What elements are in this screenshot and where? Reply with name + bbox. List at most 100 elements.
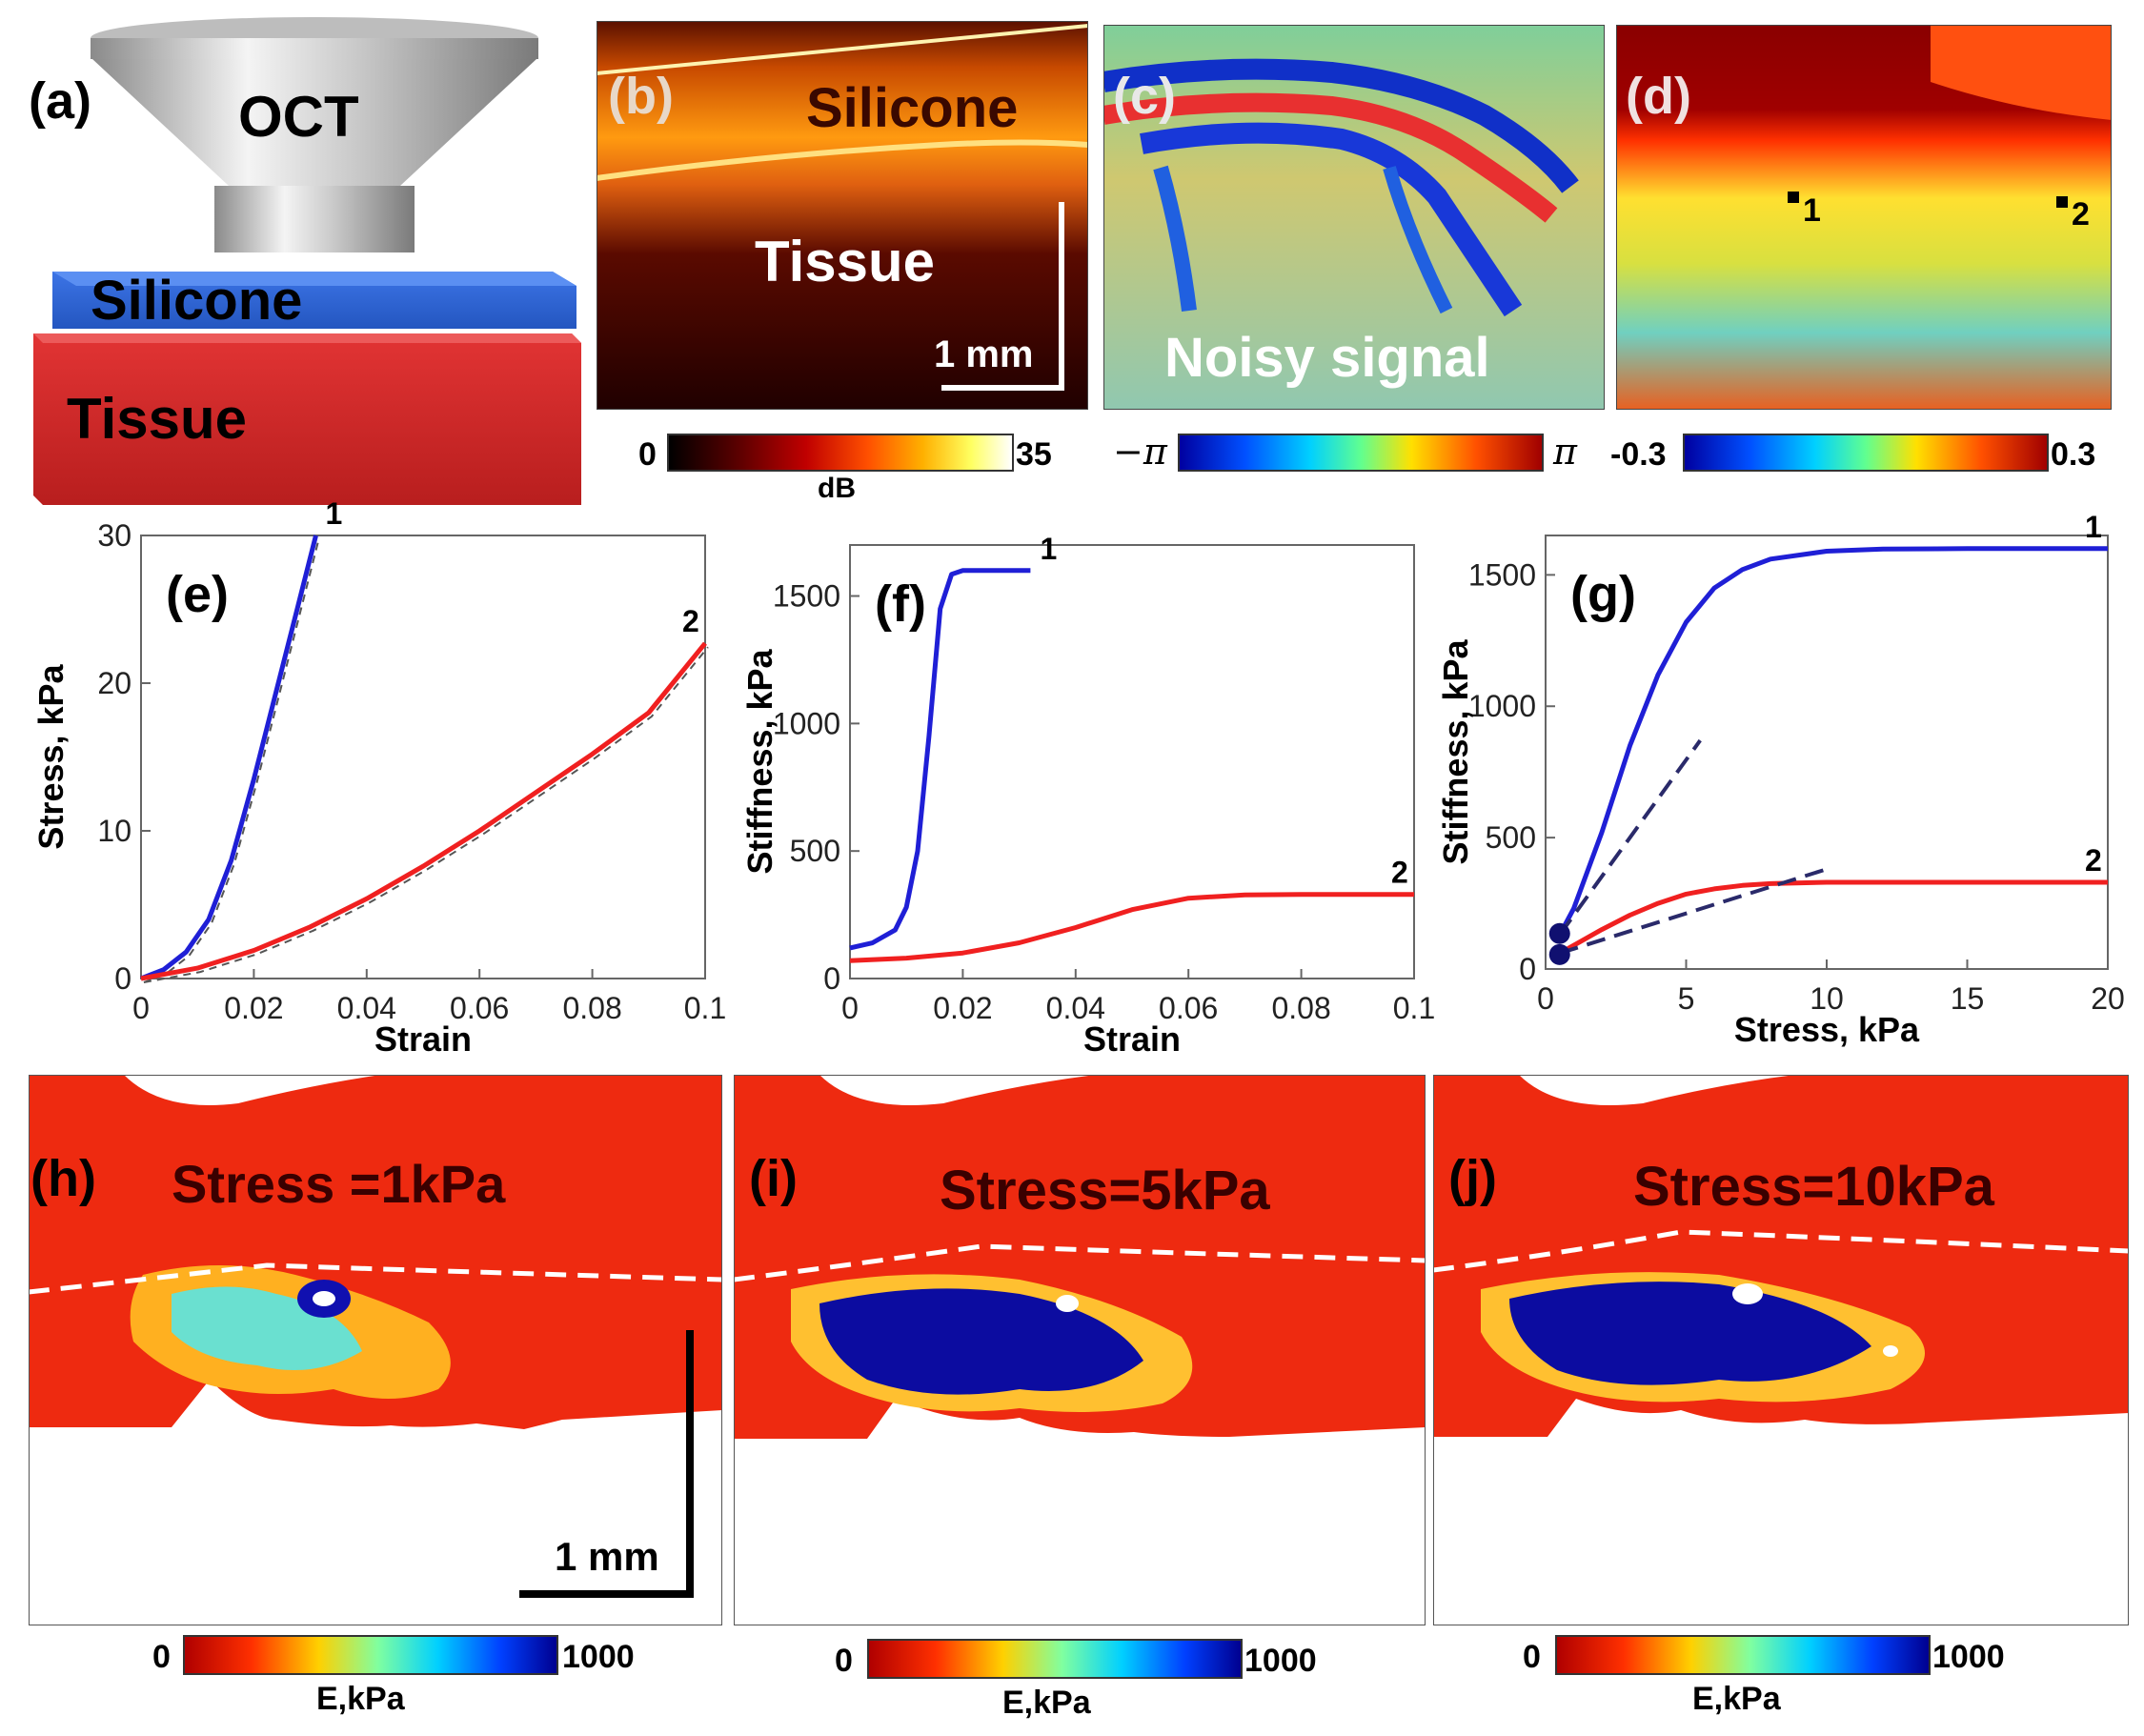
colorbar-d-max: 0.3 [2051,436,2096,473]
silicone-label: Silicone [91,270,303,332]
colorbar-b-min: 0 [638,436,657,473]
x-tick-label: 0.1 [684,991,726,1025]
oct-structural-image [597,21,1088,410]
y-tick-label: 10 [97,814,131,848]
y-tick-label: 1500 [1468,557,1536,592]
tangent-line-2 [1559,867,1828,956]
panel-letter-e: (e) [166,566,229,623]
panel-b-letter: (b) [608,68,674,125]
stiffness-map-i [734,1075,1426,1625]
stress-label-i: Stress=5kPa [940,1160,1270,1221]
x-tick-label: 0 [132,991,150,1025]
panel-c-letter: (c) [1113,68,1176,125]
y-tick-label: 1500 [773,579,840,614]
data-point [1548,922,1570,944]
point-1-label: 1 [1803,192,1821,229]
panel-h: (h) Stress =1kPa 1 mm [29,1075,722,1625]
x-tick-label: 5 [1678,981,1695,1016]
colorbar-d [1683,434,2049,472]
colorbar-h-unit: E,kPa [316,1681,405,1717]
series-line-1 [849,568,1031,951]
point-2-label: 2 [2072,196,2090,232]
x-tick-label: 20 [2091,981,2125,1016]
stiffness-map-j [1433,1075,2129,1625]
colorbar-c-max: π [1553,431,1577,473]
panel-j: (j) Stress=10kPa [1433,1075,2129,1625]
colorbar-i-min: 0 [835,1643,853,1679]
y-axis-label: Stiffness, kPa [1436,638,1475,864]
x-tick-label: 0.06 [450,991,509,1025]
colorbar-i [867,1639,1243,1679]
tissue-label: Tissue [67,387,247,451]
x-tick-label: 0.02 [933,991,992,1025]
scale-bar-label: 1 mm [934,333,1034,375]
panel-letter-g: (g) [1570,566,1636,623]
x-axis-label: Stress, kPa [1734,1010,1920,1049]
panel-letter-f: (f) [875,575,926,633]
colorbar-j-unit: E,kPa [1692,1681,1781,1717]
colorbar-b [667,434,1014,472]
y-tick-label: 0 [114,961,131,996]
colorbar-h [183,1635,558,1675]
colorbar-b-unit: dB [818,473,856,504]
x-axis-label: Strain [374,1019,472,1059]
x-tick-label: 0 [1537,981,1554,1016]
series-label-1: 1 [2085,510,2102,544]
panel-i: (i) Stress=5kPa [734,1075,1426,1625]
noisy-signal-label: Noisy signal [1164,327,1490,389]
y-tick-label: 500 [1486,820,1536,855]
phase-difference-image [1103,25,1605,410]
tangent-line-1 [1558,738,1702,937]
plot-frame-f [849,544,1415,979]
colorbar-j-max: 1000 [1932,1639,2005,1675]
series-label-2: 2 [2085,843,2102,878]
y-tick-label: 500 [790,834,840,868]
stress-label-h: Stress =1kPa [172,1154,506,1214]
silicone-label: Silicone [806,77,1019,139]
x-tick-label: 0.06 [1159,991,1218,1025]
colorbar-d-min: -0.3 [1610,436,1667,473]
panel-j-letter: (j) [1448,1150,1497,1207]
colorbar-c [1178,434,1544,472]
x-tick-label: 0.08 [562,991,621,1025]
colorbar-i-max: 1000 [1244,1643,1317,1679]
series-label-2: 2 [682,604,699,638]
oct-label: OCT [238,85,359,149]
panel-a: (a) OCT Silicone Tissue [0,0,591,534]
panel-b: (b) Silicone Tissue 1 mm [597,21,1088,410]
x-tick-label: 0 [841,991,859,1025]
series-line-1 [1557,546,2108,937]
series-line-2 [1558,879,2108,956]
x-tick-label: 15 [1951,981,1985,1016]
series-line-2 [140,641,707,981]
colorbar-i-unit: E,kPa [1002,1685,1091,1721]
x-tick-label: 10 [1810,981,1844,1016]
x-tick-label: 0.04 [337,991,396,1025]
y-axis-label: Stiffness, kPa [740,648,779,874]
colorbar-h-max: 1000 [562,1639,635,1675]
y-axis-label: Stress, kPa [31,663,71,849]
fit-line [143,646,709,983]
panel-a-letter: (a) [29,72,91,130]
y-tick-label: 0 [823,961,840,996]
stiffness-map-h [29,1075,722,1625]
x-tick-label: 0.1 [1393,991,1435,1025]
panel-i-letter: (i) [749,1150,798,1207]
panel-d: (d) 1 2 [1616,25,2112,410]
colorbar-b-max: 35 [1016,436,1052,473]
scale-bar-label: 1 mm [555,1534,659,1579]
x-tick-label: 0.08 [1271,991,1330,1025]
stress-label-j: Stress=10kPa [1633,1156,1994,1218]
y-tick-label: 1000 [1468,689,1536,723]
x-axis-label: Strain [1083,1019,1181,1059]
colorbar-h-min: 0 [152,1639,171,1675]
y-tick-label: 20 [97,666,131,700]
tissue-label: Tissue [755,230,935,293]
strain-map-image [1616,25,2112,410]
data-point [1548,943,1570,965]
fit-line [143,538,320,983]
panel-c: (c) Noisy signal [1103,25,1605,410]
series-line-2 [849,892,1414,963]
series-label-2: 2 [1391,856,1408,890]
colorbar-c-min: −π [1113,431,1167,473]
